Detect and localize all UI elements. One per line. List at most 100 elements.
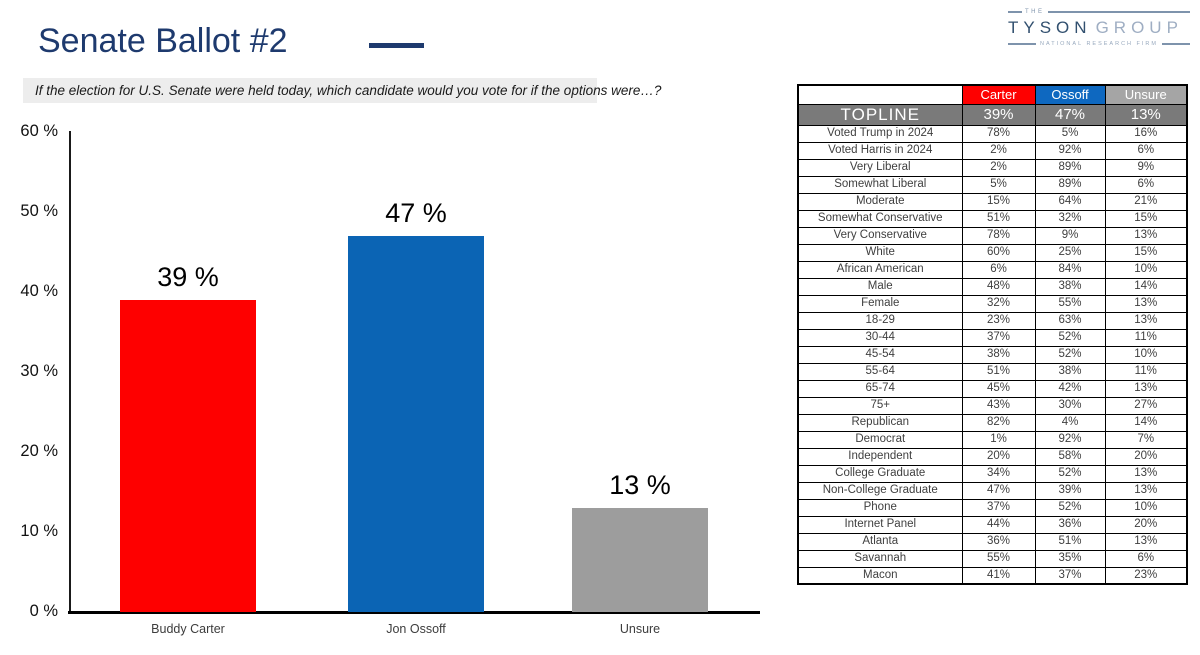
table-value-cell: 48% [961, 277, 1036, 296]
y-tick-label: 20 % [20, 442, 58, 460]
row-label-cell: Moderate [797, 192, 963, 211]
table-value-cell: 14% [1104, 413, 1188, 432]
table-value-cell: 34% [961, 464, 1036, 483]
table-value-cell: 13% [1104, 532, 1188, 551]
x-axis-line [68, 611, 760, 614]
table-row: Democrat 1% 92% 7% [797, 430, 1188, 449]
table-value-cell: 44% [961, 515, 1036, 534]
row-label-cell: 55-64 [797, 362, 963, 381]
row-label-cell: Republican [797, 413, 963, 432]
table-value-cell: 21% [1104, 192, 1188, 211]
table-value-cell: 14% [1104, 277, 1188, 296]
logo-rule-left2 [1008, 43, 1037, 45]
bar-chart: 60 % 50 % 40 % 30 % 20 % 10 % 0 % 39 % Buddy Car… [0, 110, 780, 655]
table-value-cell: 6% [1104, 549, 1188, 568]
table-value-cell: 52% [1034, 328, 1106, 347]
y-axis-line [69, 131, 71, 612]
row-label-cell: Very Conservative [797, 226, 963, 245]
table-value-cell: 38% [1034, 362, 1106, 381]
tyson-group-logo: THE TYSON GROUP NATIONAL RESEARCH FIRM [1008, 9, 1191, 47]
logo-name-primary: TYSON [1008, 18, 1092, 37]
table-value-cell: 13% [1104, 311, 1188, 330]
table-row: Internet Panel 44% 36% 20% [797, 515, 1188, 534]
table-value-cell: 42% [1034, 379, 1106, 398]
table-value-cell: 20% [961, 447, 1036, 466]
row-label-cell: Macon [797, 566, 963, 585]
table-value-cell: 58% [1034, 447, 1106, 466]
table-value-cell: 92% [1034, 141, 1106, 160]
table-value-cell: 39% [1034, 481, 1106, 500]
logo-rule-left [1008, 11, 1022, 13]
table-value-cell: 2% [961, 141, 1036, 160]
table-value-cell: 55% [1034, 294, 1106, 313]
row-label-cell: Female [797, 294, 963, 313]
table-value-cell: 10% [1104, 260, 1188, 279]
table-row: Voted Harris in 2024 2% 92% 6% [797, 141, 1188, 160]
table-header-row: Carter Ossoff Unsure [797, 84, 1188, 105]
table-value-cell: 9% [1034, 226, 1106, 245]
table-row: College Graduate 34% 52% 13% [797, 464, 1188, 483]
logo-name-secondary: GROUP [1095, 18, 1183, 37]
table-row: 30-44 37% 52% 11% [797, 328, 1188, 347]
table-value-cell: 20% [1104, 515, 1188, 534]
table-row: Female 32% 55% 13% [797, 294, 1188, 313]
table-value-cell: 52% [1034, 498, 1106, 517]
table-value-cell: 11% [1104, 328, 1188, 347]
row-label-cell: Internet Panel [797, 515, 963, 534]
bar-value-label: 47 % [385, 198, 447, 228]
row-label-cell: White [797, 243, 963, 262]
table-row: Savannah 55% 35% 6% [797, 549, 1188, 568]
y-tick-label: 40 % [20, 282, 58, 300]
table-value-cell: 5% [1034, 124, 1106, 143]
bar-value-label: 39 % [157, 262, 219, 292]
table-value-cell: 35% [1034, 549, 1106, 568]
topline-row: TOPLINE 39% 47% 13% [797, 103, 1188, 126]
table-value-cell: 63% [1034, 311, 1106, 330]
bar-1 [120, 300, 256, 612]
row-label-cell: Voted Harris in 2024 [797, 141, 963, 160]
table-value-cell: 51% [961, 362, 1036, 381]
table-header-blank-cell [797, 84, 963, 105]
topline-value-cell: 47% [1034, 103, 1106, 126]
table-row: Independent 20% 58% 20% [797, 447, 1188, 466]
table-row: Non-College Graduate 47% 39% 13% [797, 481, 1188, 500]
bar-value-label: 13 % [609, 470, 671, 500]
table-value-cell: 52% [1034, 464, 1106, 483]
y-tick-label: 30 % [20, 362, 58, 380]
table-value-cell: 41% [961, 566, 1036, 585]
bar-2 [348, 236, 484, 612]
table-value-cell: 64% [1034, 192, 1106, 211]
y-tick-label: 60 % [20, 122, 58, 140]
table-value-cell: 10% [1104, 498, 1188, 517]
table-row: White 60% 25% 15% [797, 243, 1188, 262]
table-value-cell: 15% [961, 192, 1036, 211]
row-label-cell: 75+ [797, 396, 963, 415]
table-value-cell: 13% [1104, 481, 1188, 500]
table-value-cell: 47% [961, 481, 1036, 500]
row-label-cell: College Graduate [797, 464, 963, 483]
table-value-cell: 78% [961, 226, 1036, 245]
table-value-cell: 82% [961, 413, 1036, 432]
table-header-cell-ossoff: Ossoff [1034, 84, 1106, 105]
y-tick-label: 50 % [20, 202, 58, 220]
table-value-cell: 27% [1104, 396, 1188, 415]
table-value-cell: 2% [961, 158, 1036, 177]
survey-question: If the election for U.S. Senate were hel… [23, 78, 661, 103]
table-value-cell: 32% [961, 294, 1036, 313]
row-label-cell: African American [797, 260, 963, 279]
table-value-cell: 55% [961, 549, 1036, 568]
table-value-cell: 6% [1104, 141, 1188, 160]
table-value-cell: 38% [1034, 277, 1106, 296]
table-value-cell: 5% [961, 175, 1036, 194]
topline-value-cell: 13% [1104, 103, 1188, 126]
table-row: Very Conservative 78% 9% 13% [797, 226, 1188, 245]
row-label-cell: Voted Trump in 2024 [797, 124, 963, 143]
table-header-cell-carter: Carter [961, 84, 1036, 105]
table-value-cell: 13% [1104, 379, 1188, 398]
table-row: Macon 41% 37% 23% [797, 566, 1188, 585]
row-label-cell: Savannah [797, 549, 963, 568]
table-row: 55-64 51% 38% 11% [797, 362, 1188, 381]
table-row: Atlanta 36% 51% 13% [797, 532, 1188, 551]
logo-rule-right2 [1161, 43, 1191, 45]
